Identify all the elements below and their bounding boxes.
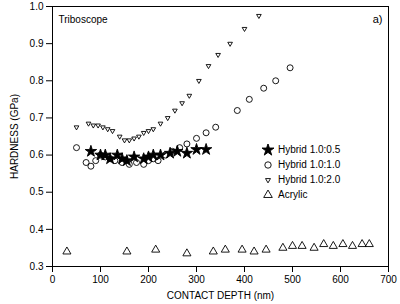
svg-text:0.7: 0.7 — [30, 112, 44, 123]
svg-text:500: 500 — [284, 274, 301, 285]
html-text:Hybrid 1.0:2.0: Hybrid 1.0:2.0 — [278, 174, 341, 185]
html-text:Acrylic: Acrylic — [278, 189, 308, 200]
svg-text:600: 600 — [332, 274, 349, 285]
svg-text:0.6: 0.6 — [30, 149, 44, 160]
svg-text:CONTACT DEPTH (nm): CONTACT DEPTH (nm) — [167, 290, 274, 301]
svg-text:300: 300 — [188, 274, 205, 285]
html-text:Hybrid 1.0:1.0: Hybrid 1.0:1.0 — [278, 159, 341, 170]
svg-text:0.4: 0.4 — [30, 224, 44, 235]
html-text:Hybrid 1.0:0.5: Hybrid 1.0:0.5 — [278, 144, 341, 155]
svg-text:100: 100 — [92, 274, 109, 285]
svg-text:Triboscope: Triboscope — [59, 14, 109, 25]
svg-text:700: 700 — [380, 274, 397, 285]
svg-text:1.0: 1.0 — [30, 1, 44, 12]
svg-text:HARDNESS (GPa): HARDNESS (GPa) — [9, 94, 20, 179]
svg-text:0.5: 0.5 — [30, 186, 44, 197]
svg-text:0.9: 0.9 — [30, 38, 44, 49]
svg-text:400: 400 — [236, 274, 253, 285]
svg-text:a): a) — [373, 13, 383, 25]
svg-text:200: 200 — [140, 274, 157, 285]
svg-text:0.8: 0.8 — [30, 75, 44, 86]
svg-text:0: 0 — [50, 274, 56, 285]
svg-text:0.3: 0.3 — [30, 261, 44, 272]
